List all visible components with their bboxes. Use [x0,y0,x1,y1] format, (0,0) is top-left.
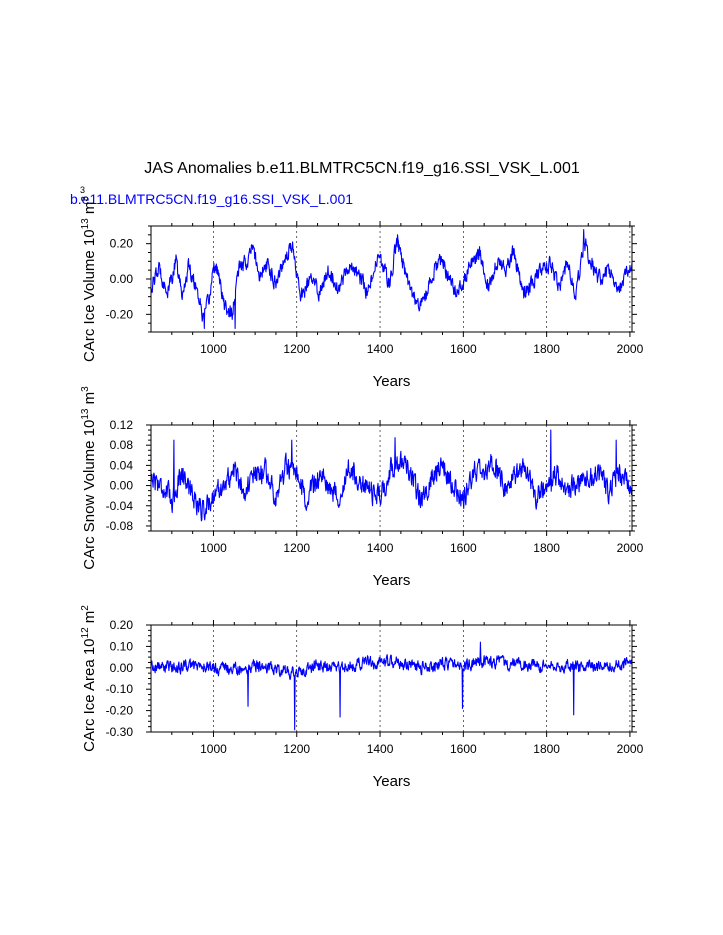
panel-subtitle: b.e11.BLMTRC5CN.f19_g16.SSI_VSK_L.001 [70,191,353,207]
y-tick-label: 0.12 [110,418,134,432]
y-tick-label: 0.00 [110,272,134,286]
y-tick-label: -0.30 [106,725,134,739]
y-tick-label: -0.20 [106,307,134,321]
chart-panel-2: 1000 1200 1400 1600 1800 2000 -0.08 -0.04 0.00 0.… [80,386,644,589]
plot-frame [150,624,633,733]
x-tick-label: 2000 [617,742,644,756]
x-tick-label: 1400 [367,742,394,756]
x-tick-label: 1000 [200,342,227,356]
x-tick-label: 1800 [533,541,560,555]
plot-frame [150,225,633,333]
y-axis-label: CArc Snow Volume 1013 m3 [80,386,98,570]
series-line [150,429,633,522]
x-tick-label: 1600 [450,742,477,756]
y-tick-label: -0.08 [106,519,134,533]
chart-panel-1: 1000 1200 1400 1600 1800 2000 -0.20 0.00 0.20 Yea… [80,196,644,390]
x-tick-label: 1000 [200,541,227,555]
series-line [150,641,633,731]
x-tick-label: 1400 [367,541,394,555]
x-tick-label: 1000 [200,742,227,756]
x-tick-label: 1200 [283,342,310,356]
x-tick-label: 1200 [283,742,310,756]
x-tick-label: 1800 [533,342,560,356]
y-axis-label: CArc Ice Volume 1013 m3 [80,196,98,362]
y-tick-label: -0.10 [106,682,134,696]
y-tick-label: 0.04 [110,458,134,472]
y-axis-label: CArc Ice Area 1012 m2 [80,605,98,752]
chart-panel-3: 1000 1200 1400 1600 1800 2000 -0.30 -0.20 -0.10 0… [80,605,644,790]
x-axis-label: Years [373,773,411,790]
x-tick-label: 2000 [617,541,644,555]
panel-corner-label: 3 [80,185,85,195]
y-tick-label: 0.08 [110,438,134,452]
x-tick-label: 1400 [367,342,394,356]
y-tick-label: 0.20 [110,237,134,251]
y-tick-label: 0.00 [110,661,134,675]
series-line [150,228,633,330]
x-axis-label: Years [373,572,411,589]
x-axis-label: Years [373,373,411,390]
x-tick-label: 1600 [450,541,477,555]
y-tick-label: 0.00 [110,479,134,493]
plot-frame [150,424,633,532]
x-tick-label: 1200 [283,541,310,555]
y-tick-label: -0.20 [106,704,134,718]
x-tick-label: 1600 [450,342,477,356]
figure-title: JAS Anomalies b.e11.BLMTRC5CN.f19_g16.SS… [144,160,580,177]
x-tick-label: 1800 [533,742,560,756]
y-tick-label: 0.10 [110,639,134,653]
x-tick-label: 2000 [617,342,644,356]
y-tick-label: 0.20 [110,618,134,632]
y-tick-label: -0.04 [106,499,134,513]
